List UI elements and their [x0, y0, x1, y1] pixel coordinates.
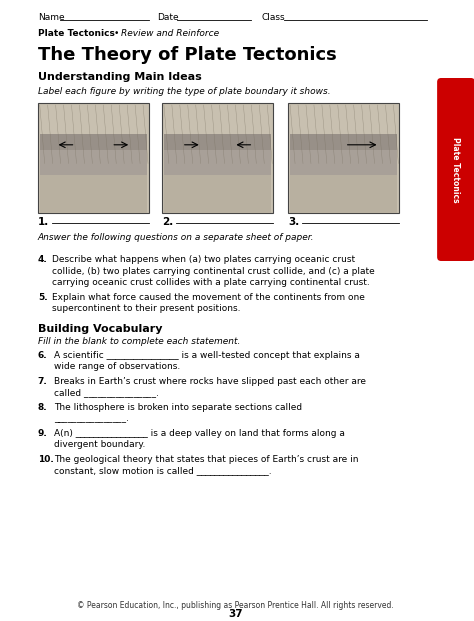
Bar	[38, 103, 149, 213]
Text: The geological theory that states that pieces of Earth’s crust are in: The geological theory that states that p…	[54, 455, 358, 463]
Text: collide, (b) two plates carrying continental crust collide, and (c) a plate: collide, (b) two plates carrying contine…	[52, 266, 374, 276]
Bar	[288, 103, 400, 213]
Text: 3.: 3.	[288, 217, 300, 227]
Text: Fill in the blank to complete each statement.: Fill in the blank to complete each state…	[38, 337, 240, 347]
Bar	[290, 150, 397, 175]
Bar	[40, 175, 147, 213]
Text: Plate Tectonics: Plate Tectonics	[38, 29, 115, 37]
Text: 5.: 5.	[38, 292, 47, 302]
Bar	[40, 134, 147, 150]
Text: 4.: 4.	[38, 255, 47, 264]
Text: 1.: 1.	[38, 217, 49, 227]
Text: The Theory of Plate Tectonics: The Theory of Plate Tectonics	[38, 46, 337, 64]
Text: © Pearson Education, Inc., publishing as Pearson Prentice Hall. All rights reser: © Pearson Education, Inc., publishing as…	[77, 601, 394, 609]
Text: Plate Tectonics: Plate Tectonics	[452, 137, 461, 202]
Text: Class: Class	[261, 14, 285, 22]
Text: 10.: 10.	[38, 455, 54, 463]
Text: 2.: 2.	[162, 217, 173, 227]
Text: 6.: 6.	[38, 350, 47, 360]
Text: The lithosphere is broken into separate sections called: The lithosphere is broken into separate …	[54, 402, 302, 412]
Text: Review and Reinforce: Review and Reinforce	[121, 29, 219, 37]
Text: Date: Date	[157, 14, 179, 22]
Text: Answer the following questions on a separate sheet of paper.: Answer the following questions on a sepa…	[38, 233, 314, 242]
Text: called ________________.: called ________________.	[54, 388, 158, 397]
Bar	[290, 134, 397, 150]
Bar	[164, 175, 271, 213]
Text: A(n) ________________ is a deep valley on land that forms along a: A(n) ________________ is a deep valley o…	[54, 428, 345, 438]
Text: wide range of observations.: wide range of observations.	[54, 362, 180, 371]
Text: divergent boundary.: divergent boundary.	[54, 440, 145, 449]
Text: 7.: 7.	[38, 376, 47, 386]
Text: supercontinent to their present positions.: supercontinent to their present position…	[52, 304, 240, 313]
Bar	[164, 150, 271, 175]
Text: •: •	[113, 29, 118, 37]
Text: Understanding Main Ideas: Understanding Main Ideas	[38, 72, 201, 82]
Text: Building Vocabulary: Building Vocabulary	[38, 324, 162, 333]
Bar	[40, 150, 147, 175]
Text: Name: Name	[38, 14, 64, 22]
Text: 9.: 9.	[38, 428, 47, 438]
Bar	[164, 134, 271, 150]
Text: Label each figure by writing the type of plate boundary it shows.: Label each figure by writing the type of…	[38, 86, 330, 96]
Text: Describe what happens when (a) two plates carrying oceanic crust: Describe what happens when (a) two plate…	[52, 255, 355, 264]
Text: Breaks in Earth’s crust where rocks have slipped past each other are: Breaks in Earth’s crust where rocks have…	[54, 376, 365, 386]
Text: Explain what force caused the movement of the continents from one: Explain what force caused the movement o…	[52, 292, 365, 302]
Text: A scientific ________________ is a well-tested concept that explains a: A scientific ________________ is a well-…	[54, 350, 359, 360]
Bar	[162, 103, 273, 213]
Text: 8.: 8.	[38, 402, 47, 412]
FancyBboxPatch shape	[437, 78, 474, 261]
Bar	[290, 175, 397, 213]
Text: constant, slow motion is called ________________.: constant, slow motion is called ________…	[54, 466, 271, 475]
Text: ________________.: ________________.	[54, 414, 128, 423]
Text: 37: 37	[228, 609, 243, 619]
Text: carrying oceanic crust collides with a plate carrying continental crust.: carrying oceanic crust collides with a p…	[52, 278, 369, 287]
